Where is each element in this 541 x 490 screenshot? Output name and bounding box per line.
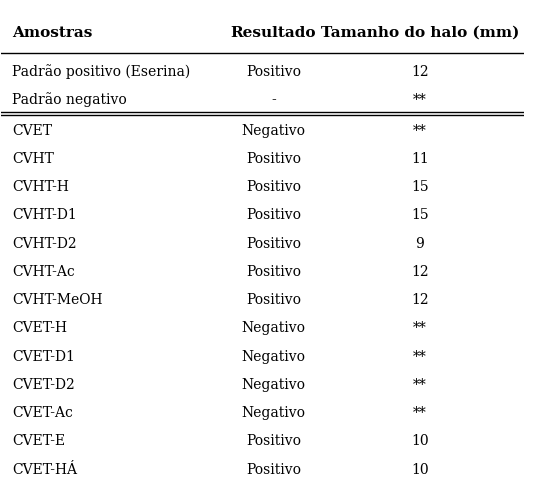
Text: Negativo: Negativo	[241, 123, 305, 138]
Text: Padrão positivo (Eserina): Padrão positivo (Eserina)	[12, 64, 190, 79]
Text: Negativo: Negativo	[241, 321, 305, 335]
Text: CVHT-D2: CVHT-D2	[12, 237, 76, 250]
Text: Positivo: Positivo	[246, 237, 301, 250]
Text: CVHT-Ac: CVHT-Ac	[12, 265, 75, 279]
Text: Negativo: Negativo	[241, 378, 305, 392]
Text: Positivo: Positivo	[246, 65, 301, 78]
Text: CVHT: CVHT	[12, 152, 54, 166]
Text: Padrão negativo: Padrão negativo	[12, 93, 127, 107]
Text: **: **	[413, 93, 426, 107]
Text: -: -	[271, 93, 276, 107]
Text: **: **	[413, 349, 426, 364]
Text: Negativo: Negativo	[241, 349, 305, 364]
Text: CVET-E: CVET-E	[12, 434, 65, 448]
Text: 11: 11	[411, 152, 428, 166]
Text: Amostras: Amostras	[12, 26, 92, 40]
Text: CVET-D2: CVET-D2	[12, 378, 75, 392]
Text: CVET-D1: CVET-D1	[12, 349, 75, 364]
Text: **: **	[413, 123, 426, 138]
Text: **: **	[413, 406, 426, 420]
Text: Positivo: Positivo	[246, 463, 301, 477]
Text: 10: 10	[411, 463, 428, 477]
Text: Positivo: Positivo	[246, 208, 301, 222]
Text: Positivo: Positivo	[246, 293, 301, 307]
Text: Positivo: Positivo	[246, 152, 301, 166]
Text: Negativo: Negativo	[241, 406, 305, 420]
Text: CVET-Ac: CVET-Ac	[12, 406, 72, 420]
Text: 12: 12	[411, 65, 428, 78]
Text: 15: 15	[411, 180, 428, 194]
Text: 15: 15	[411, 208, 428, 222]
Text: CVHT-H: CVHT-H	[12, 180, 69, 194]
Text: CVHT-D1: CVHT-D1	[12, 208, 77, 222]
Text: CVET: CVET	[12, 123, 52, 138]
Text: Positivo: Positivo	[246, 265, 301, 279]
Text: 12: 12	[411, 293, 428, 307]
Text: 9: 9	[415, 237, 424, 250]
Text: CVET-HÁ: CVET-HÁ	[12, 463, 77, 477]
Text: Positivo: Positivo	[246, 180, 301, 194]
Text: 10: 10	[411, 434, 428, 448]
Text: Positivo: Positivo	[246, 434, 301, 448]
Text: CVHT-MeOH: CVHT-MeOH	[12, 293, 102, 307]
Text: Resultado: Resultado	[230, 26, 316, 40]
Text: **: **	[413, 378, 426, 392]
Text: Tamanho do halo (mm): Tamanho do halo (mm)	[320, 26, 519, 40]
Text: 12: 12	[411, 265, 428, 279]
Text: CVET-H: CVET-H	[12, 321, 67, 335]
Text: **: **	[413, 321, 426, 335]
